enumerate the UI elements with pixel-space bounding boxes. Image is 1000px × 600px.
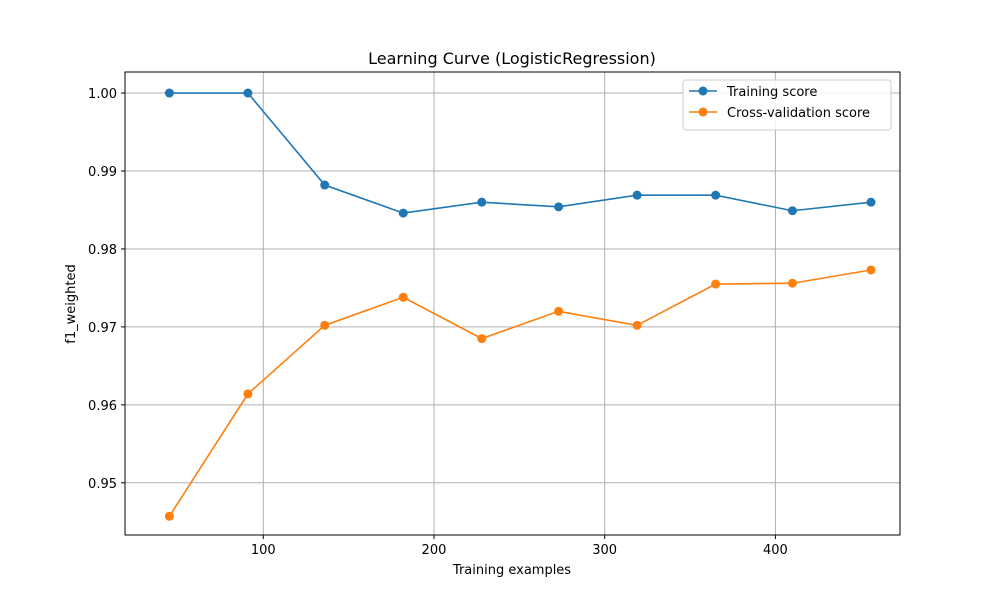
y-tick-label: 0.97 (88, 321, 117, 336)
chart-title: Learning Curve (LogisticRegression) (368, 49, 656, 68)
series-1-point (787, 206, 797, 216)
series-layer (164, 88, 876, 521)
series-1-point (866, 197, 876, 207)
series-line-1 (169, 92, 872, 214)
series-2-point (477, 334, 487, 344)
x-tick-label: 300 (592, 543, 617, 558)
series-2-point (243, 389, 253, 399)
series-line-2 (168, 269, 872, 517)
y-tick-label: 0.96 (88, 399, 117, 414)
series-1-point (164, 88, 174, 98)
x-tick-label: 400 (763, 543, 788, 558)
legend-label: Training score (726, 85, 817, 100)
series-2-point (632, 320, 642, 330)
y-axis-ticks: 0.95 0.96 0.97 0.98 0.99 1.00 (88, 87, 125, 492)
legend-marker (698, 86, 708, 96)
y-tick-label: 1.00 (88, 87, 117, 102)
series-2-point (787, 278, 797, 288)
series-1-point (398, 208, 408, 218)
plot-frame (124, 71, 901, 536)
x-axis-ticks: 100 200 300 400 (251, 535, 788, 558)
legend-box (682, 79, 892, 131)
legend-label: Cross-validation score (727, 106, 870, 121)
y-tick-label: 0.95 (88, 477, 117, 492)
legend-marker (698, 107, 708, 117)
series-2-point (866, 265, 876, 275)
series-2-point (164, 511, 174, 521)
x-axis-label: Training examples (452, 563, 571, 578)
series-2-point (554, 306, 564, 316)
grid-lines (125, 72, 900, 535)
series-1-point (243, 88, 253, 98)
series-2-point (398, 292, 408, 302)
legend: Training score Cross-validation score (682, 79, 892, 131)
y-tick-label: 0.99 (88, 165, 117, 180)
y-tick-label: 0.98 (88, 243, 117, 258)
series-2-point (711, 279, 721, 289)
x-tick-label: 100 (251, 543, 276, 558)
series-2-point (320, 320, 330, 330)
x-tick-label: 200 (422, 543, 447, 558)
series-1-point (632, 190, 642, 200)
series-1-point (320, 180, 330, 190)
series-1-point (477, 197, 487, 207)
y-axis-label: f1_weighted (64, 264, 79, 343)
series-1-point (554, 202, 564, 212)
series-1-point (711, 190, 721, 200)
